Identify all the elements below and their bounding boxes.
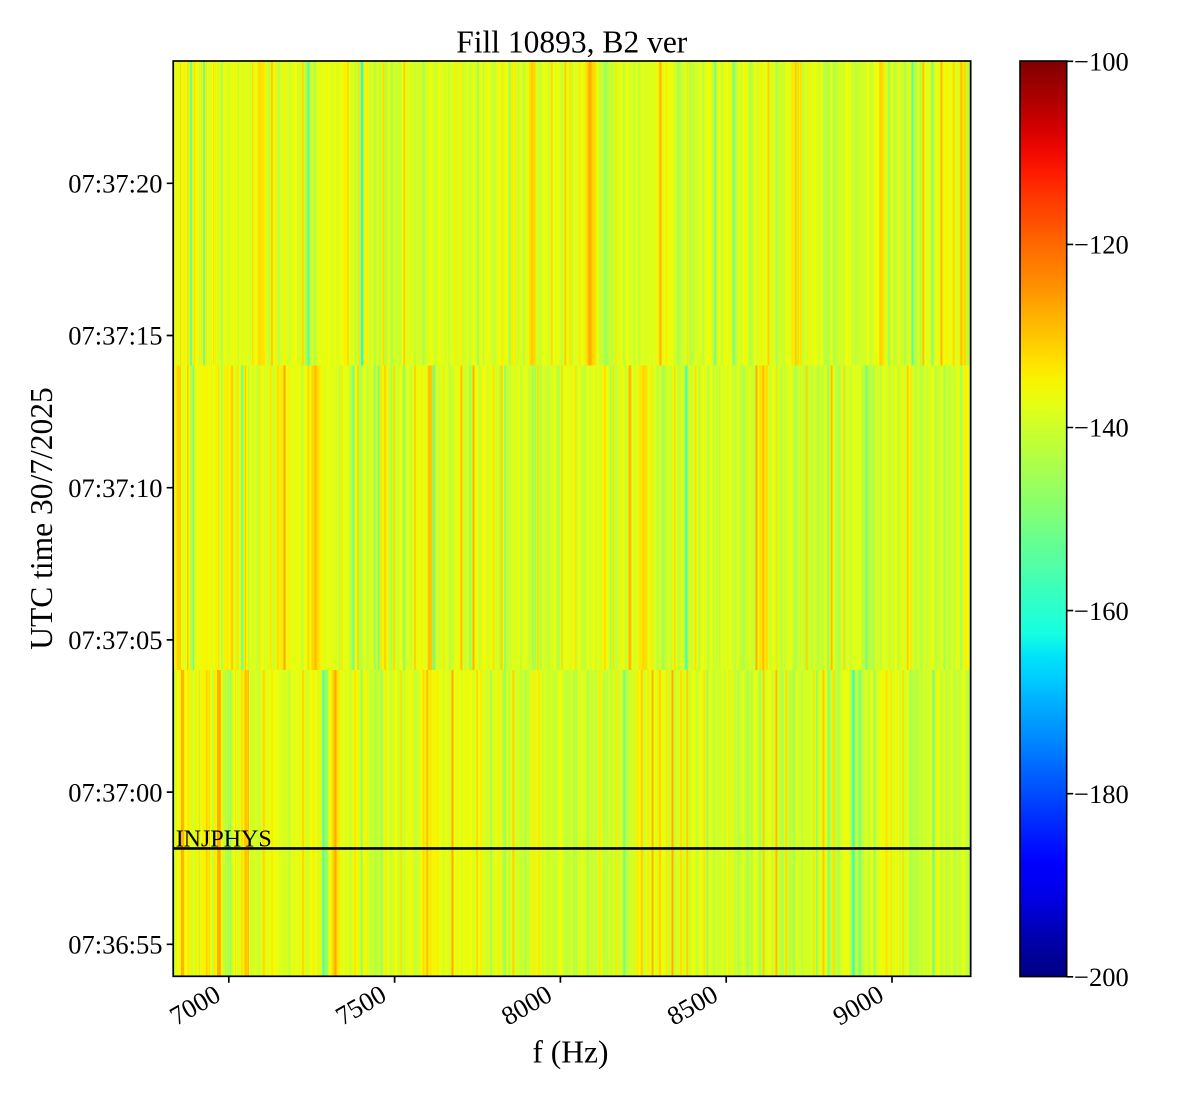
- svg-text:07:37:05: 07:37:05: [68, 625, 162, 655]
- svg-text:07:37:10: 07:37:10: [68, 473, 162, 503]
- svg-text:07:37:15: 07:37:15: [68, 321, 162, 351]
- svg-text:07:36:55: 07:36:55: [68, 930, 162, 960]
- svg-text:Fill 10893, B2 ver: Fill 10893, B2 ver: [456, 24, 688, 59]
- svg-text:f (Hz): f (Hz): [532, 1035, 608, 1070]
- svg-text:UTC time 30/7/2025: UTC time 30/7/2025: [24, 387, 59, 650]
- svg-text:−140: −140: [1074, 413, 1129, 443]
- svg-text:07:37:20: 07:37:20: [68, 169, 162, 199]
- svg-text:INJPHYS: INJPHYS: [176, 826, 272, 852]
- svg-text:−160: −160: [1074, 596, 1129, 626]
- svg-text:−200: −200: [1074, 962, 1129, 992]
- svg-text:−100: −100: [1074, 47, 1129, 77]
- svg-text:−120: −120: [1074, 230, 1129, 260]
- svg-text:07:37:00: 07:37:00: [68, 777, 162, 807]
- svg-text:−180: −180: [1074, 779, 1129, 809]
